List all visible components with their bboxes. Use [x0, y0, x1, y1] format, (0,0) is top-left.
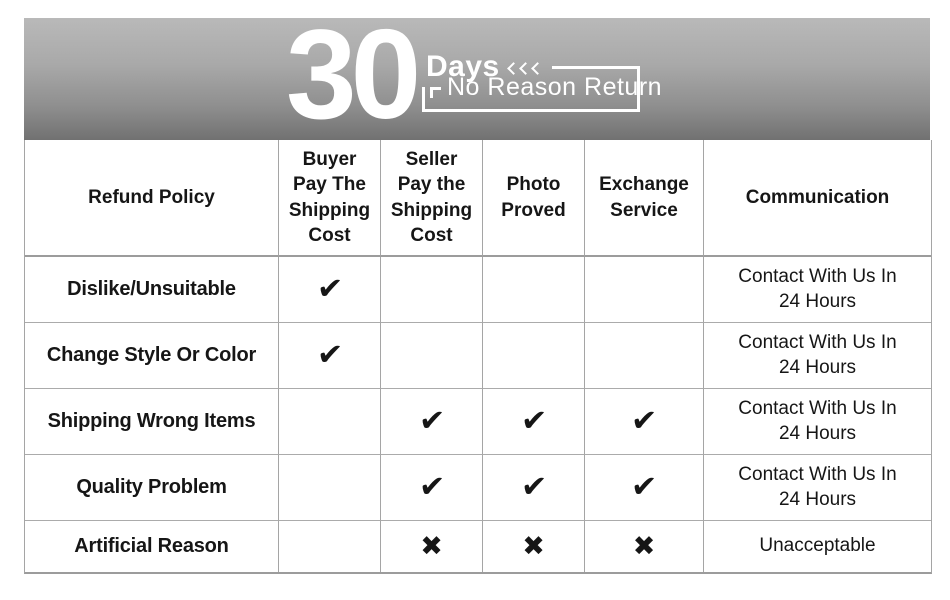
- mark-cell-buyer: ✔: [279, 257, 381, 323]
- policy-label-cell: Dislike/Unsuitable: [25, 257, 279, 323]
- mark-cell-buyer: [279, 455, 381, 521]
- cross-icon: ✖: [420, 531, 443, 562]
- mark-cell-exchange: ✔: [585, 455, 704, 521]
- days-row: Days: [426, 52, 640, 82]
- communication-cell: Contact With Us In 24 Hours: [704, 389, 931, 455]
- header-cell-exchange-service: Exchange Service: [585, 140, 704, 257]
- mark-cell-seller: ✔: [381, 389, 483, 455]
- check-icon: ✔: [315, 336, 344, 374]
- mark-cell-photo: [483, 323, 585, 389]
- header-cell-seller-pays: Seller Pay the Shipping Cost: [381, 140, 483, 257]
- mark-cell-exchange: ✖: [585, 521, 704, 572]
- policy-label-cell: Change Style Or Color: [25, 323, 279, 389]
- check-icon: ✔: [519, 402, 548, 440]
- policy-label-cell: Quality Problem: [25, 455, 279, 521]
- mark-cell-buyer: ✔: [279, 323, 381, 389]
- header-cell-buyer-pays: Buyer Pay The Shipping Cost: [279, 140, 381, 257]
- mark-cell-photo: ✔: [483, 455, 585, 521]
- communication-cell: Unacceptable: [759, 535, 876, 557]
- communication-cell: Contact With Us In 24 Hours: [704, 455, 931, 521]
- mark-cell-seller: [381, 257, 483, 323]
- header-cell-communication: Communication: [704, 140, 931, 257]
- refund-table: Refund Policy Buyer Pay The Shipping Cos…: [24, 140, 932, 574]
- corner-bracket-icon: [430, 87, 441, 98]
- days-label: Days: [426, 50, 500, 83]
- check-icon: ✔: [315, 270, 344, 308]
- banner-rule-line: [551, 65, 640, 69]
- mark-cell-photo: [483, 257, 585, 323]
- mark-cell-seller: ✔: [381, 455, 483, 521]
- mark-cell-photo: ✖: [483, 521, 585, 572]
- policy-label-cell: Artificial Reason: [25, 521, 279, 572]
- mark-cell-buyer: [279, 521, 381, 572]
- mark-cell-buyer: [279, 389, 381, 455]
- mark-cell-exchange: [585, 257, 704, 323]
- no-reason-return-box: No Reason Return: [422, 66, 662, 112]
- promo-banner: 30 Days No Reason Return: [24, 11, 930, 140]
- header-cell-photo-proved: Photo Proved: [483, 140, 585, 257]
- mark-cell-exchange: ✔: [585, 389, 704, 455]
- header-cell-refund-policy: Refund Policy: [25, 140, 279, 257]
- mark-cell-photo: ✔: [483, 389, 585, 455]
- check-icon: ✔: [630, 402, 658, 440]
- policy-label-cell: Shipping Wrong Items: [25, 389, 279, 455]
- days-number: 30: [286, 3, 421, 145]
- check-icon: ✔: [417, 402, 446, 440]
- mark-cell-seller: ✖: [381, 521, 483, 572]
- check-icon: ✔: [417, 468, 446, 506]
- mark-cell-exchange: [585, 323, 704, 389]
- cross-icon: ✖: [632, 531, 656, 562]
- mark-cell-seller: [381, 323, 483, 389]
- no-reason-return-label: No Reason Return: [447, 73, 663, 101]
- check-icon: ✔: [630, 468, 658, 506]
- communication-cell: Contact With Us In 24 Hours: [704, 257, 931, 323]
- communication-cell: Contact With Us In 24 Hours: [704, 323, 931, 389]
- check-icon: ✔: [519, 468, 548, 506]
- cross-icon: ✖: [522, 531, 545, 562]
